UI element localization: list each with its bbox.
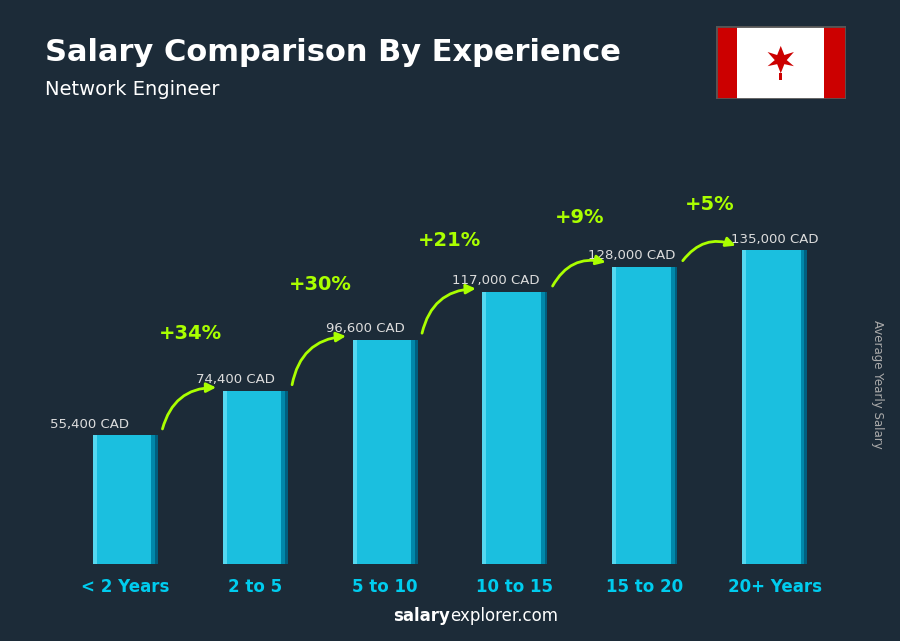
Bar bbox=[670, 267, 677, 564]
Bar bbox=[612, 267, 616, 564]
Bar bbox=[675, 267, 677, 564]
Bar bbox=[801, 251, 807, 564]
Polygon shape bbox=[779, 73, 782, 80]
Bar bbox=[742, 251, 807, 564]
Bar bbox=[353, 340, 418, 564]
Bar bbox=[353, 340, 356, 564]
Bar bbox=[223, 391, 288, 564]
Bar bbox=[156, 435, 158, 564]
Polygon shape bbox=[768, 46, 794, 73]
Text: 117,000 CAD: 117,000 CAD bbox=[452, 274, 539, 287]
Bar bbox=[742, 251, 746, 564]
Bar bbox=[541, 292, 547, 564]
Bar bbox=[824, 26, 846, 99]
Bar bbox=[612, 267, 677, 564]
Text: +5%: +5% bbox=[685, 195, 734, 214]
Text: salary: salary bbox=[393, 607, 450, 625]
Text: 74,400 CAD: 74,400 CAD bbox=[196, 373, 275, 387]
Text: +21%: +21% bbox=[418, 231, 482, 250]
Text: +34%: +34% bbox=[158, 324, 222, 343]
Bar bbox=[805, 251, 807, 564]
Text: 96,600 CAD: 96,600 CAD bbox=[326, 322, 405, 335]
Bar bbox=[482, 292, 486, 564]
Text: Average Yearly Salary: Average Yearly Salary bbox=[871, 320, 884, 449]
Bar bbox=[482, 292, 547, 564]
Bar bbox=[281, 391, 288, 564]
Bar bbox=[544, 292, 547, 564]
Text: 55,400 CAD: 55,400 CAD bbox=[50, 417, 129, 431]
Bar bbox=[415, 340, 418, 564]
Text: +30%: +30% bbox=[289, 275, 352, 294]
Text: Salary Comparison By Experience: Salary Comparison By Experience bbox=[45, 38, 621, 67]
Bar bbox=[223, 391, 227, 564]
Bar bbox=[93, 435, 158, 564]
Text: +9%: +9% bbox=[555, 208, 605, 228]
Bar bbox=[716, 26, 737, 99]
Text: 128,000 CAD: 128,000 CAD bbox=[588, 249, 676, 262]
Bar bbox=[93, 435, 97, 564]
Bar bbox=[737, 26, 824, 99]
Text: Network Engineer: Network Engineer bbox=[45, 80, 220, 99]
Bar bbox=[411, 340, 418, 564]
Bar bbox=[285, 391, 288, 564]
Text: explorer.com: explorer.com bbox=[450, 607, 558, 625]
Text: 135,000 CAD: 135,000 CAD bbox=[731, 233, 818, 246]
Bar bbox=[151, 435, 158, 564]
